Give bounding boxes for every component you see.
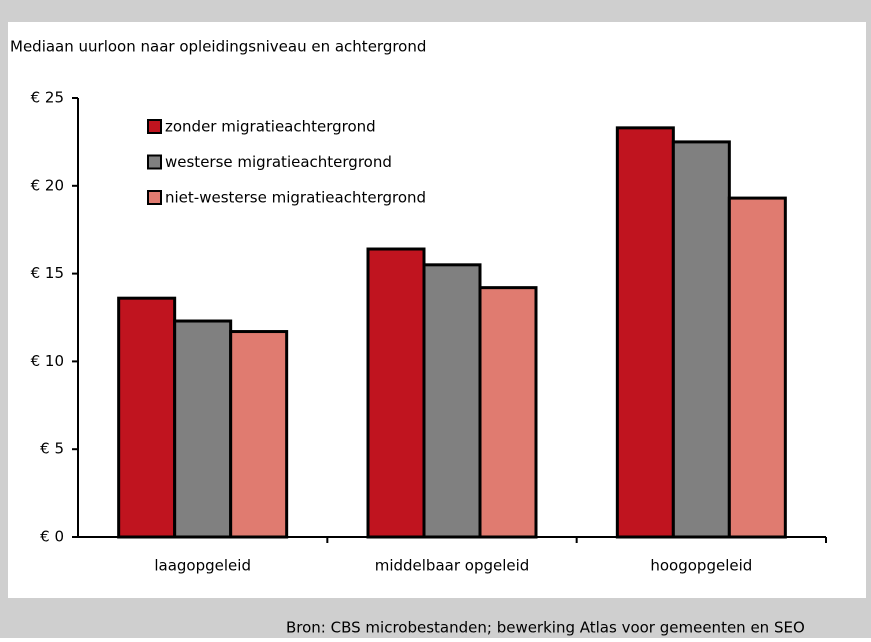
y-tick-label: € 10: [31, 352, 64, 370]
legend-swatch: [147, 154, 162, 170]
bar: [478, 286, 538, 539]
y-tick-label: € 20: [31, 176, 64, 194]
x-tick-label: laagopgeleid: [154, 557, 251, 575]
bar: [671, 140, 731, 539]
bar: [422, 263, 482, 539]
chart-title: Mediaan uurloon naar opleidingsniveau en…: [10, 38, 426, 56]
x-tick-label: middelbaar opgeleid: [375, 557, 530, 575]
legend-swatch: [147, 190, 162, 205]
bar: [727, 196, 787, 539]
y-tick-label: € 15: [31, 264, 64, 282]
legend-label: zonder migratieachtergrond: [165, 118, 376, 136]
bar: [117, 296, 177, 539]
bar: [366, 247, 426, 539]
x-tick-label: hoogopgeleid: [650, 557, 752, 575]
legend-label: westerse migratieachtergrond: [165, 153, 392, 171]
y-tick-label: € 0: [40, 528, 64, 546]
bar: [173, 319, 233, 539]
bar: [615, 126, 675, 539]
source: Bron: CBS microbestanden; bewerking Atla…: [286, 619, 805, 637]
y-tick-label: € 5: [40, 440, 64, 458]
y-tick-label: € 25: [31, 89, 64, 107]
legend-swatch: [147, 119, 162, 134]
bar: [229, 330, 289, 539]
legend-label: niet-westerse migratieachtergrond: [165, 189, 426, 207]
